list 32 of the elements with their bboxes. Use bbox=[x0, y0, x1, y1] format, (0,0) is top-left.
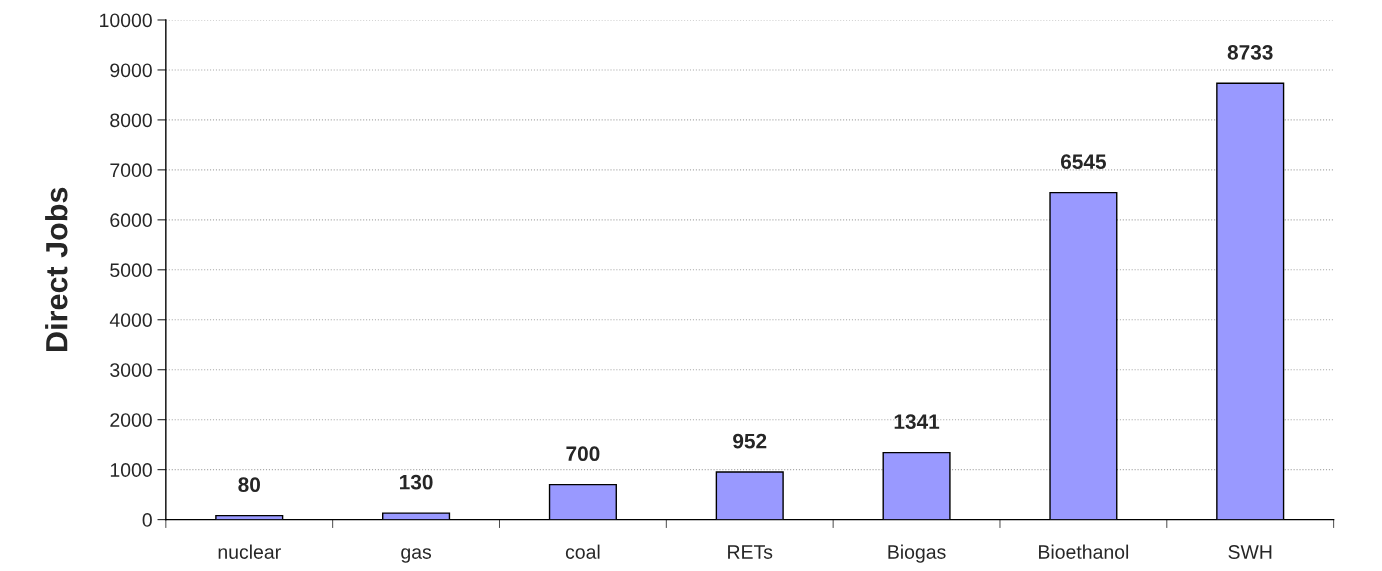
bar bbox=[1049, 191, 1118, 520]
x-tick-label: coal bbox=[565, 544, 600, 559]
data-label: 8733 bbox=[1227, 44, 1273, 60]
y-tick-label: 2000 bbox=[110, 413, 152, 427]
x-tick-label: nuclear bbox=[218, 544, 281, 559]
x-tick-label: RETs bbox=[728, 545, 773, 559]
data-label: 130 bbox=[400, 474, 433, 490]
bar bbox=[882, 451, 951, 520]
data-label: 6545 bbox=[1060, 154, 1106, 170]
y-tick-label: 8000 bbox=[110, 113, 152, 128]
data-label: 952 bbox=[733, 433, 767, 449]
x-tick-label: gas bbox=[401, 548, 432, 563]
x-tick-label: Biogas bbox=[888, 544, 946, 563]
y-tick-label: 5000 bbox=[110, 263, 152, 278]
y-tick-label: 3000 bbox=[110, 363, 152, 377]
data-label: 700 bbox=[566, 446, 600, 462]
y-axis-title: Direct Jobs bbox=[45, 187, 68, 351]
y-tick-label: 10000 bbox=[100, 13, 152, 28]
y-tick-label: 0 bbox=[142, 513, 152, 527]
data-label: 1341 bbox=[894, 414, 940, 430]
y-tick-label: 7000 bbox=[110, 163, 152, 178]
bar bbox=[715, 471, 784, 520]
bar bbox=[382, 512, 451, 520]
y-tick-label: 9000 bbox=[110, 63, 152, 78]
y-tick-label: 1000 bbox=[110, 463, 152, 477]
bar bbox=[548, 483, 617, 520]
data-label: 80 bbox=[238, 477, 260, 493]
x-tick-label: Bioethanol bbox=[1039, 544, 1129, 559]
y-tick-label: 6000 bbox=[110, 213, 152, 228]
y-tick-label: 4000 bbox=[109, 313, 152, 327]
x-tick-label: SWH bbox=[1228, 545, 1272, 559]
bar bbox=[1216, 82, 1285, 520]
